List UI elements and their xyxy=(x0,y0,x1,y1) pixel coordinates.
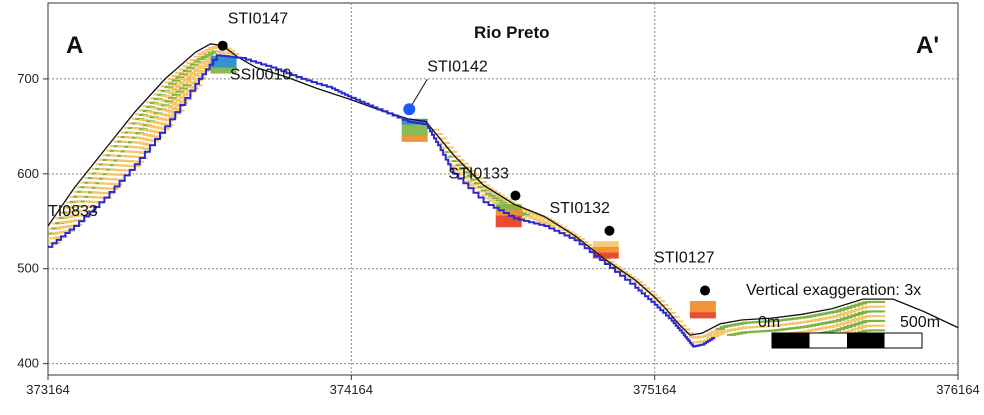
well-profile-band xyxy=(210,56,237,63)
well-profile-band xyxy=(592,241,619,248)
well-profile-band xyxy=(401,130,428,137)
profile-lines xyxy=(47,43,959,348)
well-profile-band xyxy=(210,61,237,68)
well-profile-band xyxy=(210,67,237,74)
section-end-label: A' xyxy=(916,32,939,59)
well-profile-band xyxy=(401,124,428,131)
well-label: SSI0010 xyxy=(230,66,291,83)
scale-bar-segment-3 xyxy=(847,333,885,348)
scale-bar: 0m 500m xyxy=(758,314,940,349)
well-profile-band xyxy=(495,221,522,228)
y-tick-label: 600 xyxy=(17,166,39,181)
well-profile-band xyxy=(592,246,619,253)
well-profile-band xyxy=(689,306,716,313)
well-marker xyxy=(510,190,521,201)
scale-bar-end-label: 500m xyxy=(900,314,940,331)
well-label: STI0147 xyxy=(228,11,289,28)
y-tick-label: 700 xyxy=(17,71,39,86)
scale-bar-start-label: 0m xyxy=(758,314,780,331)
x-tick-label: 374164 xyxy=(330,382,373,397)
axis-ticks: 373164 374164 375164 376164 400 500 600 700 xyxy=(17,71,979,397)
terrain-surface-line xyxy=(47,43,959,336)
y-tick-label: 400 xyxy=(17,356,39,371)
x-tick-label: 376164 xyxy=(936,382,979,397)
well-marker xyxy=(604,225,615,236)
water-table-line xyxy=(48,54,716,348)
well-marker xyxy=(403,103,416,116)
well-profile-band xyxy=(592,252,619,259)
vertical-exaggeration-note: Vertical exaggeration: 3x xyxy=(746,282,921,299)
well-label: STI0133 xyxy=(448,166,509,183)
plot-frame xyxy=(47,2,959,376)
x-tick-label: 373164 xyxy=(26,382,69,397)
well-profile-band xyxy=(401,135,428,142)
wells: STI0147 SSI0010 STI0142 STI0133 STI0132 STI01… xyxy=(48,11,715,296)
scale-bar-segment-1 xyxy=(772,333,810,348)
x-tick-label: 375164 xyxy=(633,382,676,397)
well-marker xyxy=(700,285,711,296)
well-marker xyxy=(217,40,228,51)
well-profile-band xyxy=(689,300,716,307)
well-label: STI0132 xyxy=(549,200,610,217)
well-profile-fills xyxy=(210,56,716,319)
section-title: Rio Preto xyxy=(474,23,550,42)
well-label: TI0833 xyxy=(48,203,98,220)
well-profile-band xyxy=(689,312,716,319)
section-start-label: A xyxy=(66,32,83,59)
well-profile-band xyxy=(495,215,522,222)
grid-lines xyxy=(48,3,958,375)
well-label: STI0127 xyxy=(654,250,715,267)
well-profile-band xyxy=(495,204,522,211)
well-label: STI0142 xyxy=(427,58,488,75)
y-tick-label: 500 xyxy=(17,261,39,276)
